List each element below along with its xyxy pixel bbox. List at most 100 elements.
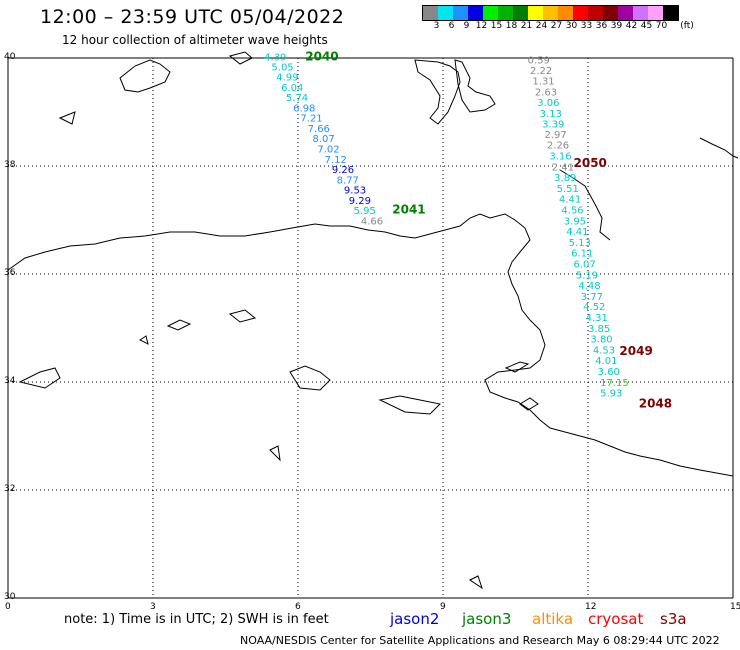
wave-height-value: 2.63 xyxy=(535,87,557,98)
scale-unit: (ft) xyxy=(680,21,694,31)
scale-swatch xyxy=(543,6,558,20)
scale-label: 9 xyxy=(463,21,470,31)
lat-tick-label: 40 xyxy=(4,52,16,62)
satellite-s3a: s3a xyxy=(660,610,687,628)
lon-tick-label: 6 xyxy=(295,602,301,612)
satellite-jason2: jason2 xyxy=(390,610,440,628)
lake-7 xyxy=(269,445,281,462)
island-ibiza xyxy=(58,111,76,125)
wave-height-value: 8.07 xyxy=(313,134,335,145)
scale-swatch xyxy=(588,6,603,20)
scale-label: 70 xyxy=(655,21,668,31)
wave-height-value: 7.66 xyxy=(308,124,330,135)
wave-height-value: 9.26 xyxy=(332,165,354,176)
wave-height-value: 5.13 xyxy=(569,238,591,249)
scale-swatch xyxy=(483,6,498,20)
scale-label: 36 xyxy=(595,21,608,31)
scale-swatch xyxy=(663,6,678,20)
wave-height-value: 5.74 xyxy=(286,93,308,104)
wave-height-value: 3.89 xyxy=(554,173,576,184)
island-menorca xyxy=(228,51,253,65)
track-id-label: 2049 xyxy=(619,344,652,358)
wave-height-value: 3.60 xyxy=(598,367,620,378)
wave-height-value: 7.21 xyxy=(300,114,322,125)
lon-tick-label: 3 xyxy=(150,602,156,612)
wave-height-value: 0.59 xyxy=(528,55,550,66)
lake-2 xyxy=(228,309,257,323)
wave-height-value: 6.04 xyxy=(281,83,303,94)
scale-label: 42 xyxy=(625,21,638,31)
scale-swatch xyxy=(603,6,618,20)
lat-tick-label: 30 xyxy=(4,592,16,602)
scale-swatch xyxy=(498,6,513,20)
scale-swatch xyxy=(423,6,438,20)
scale-swatch xyxy=(438,6,453,20)
wave-height-value: 5.93 xyxy=(600,389,622,400)
lon-tick-label: 0 xyxy=(5,602,11,612)
lake-1 xyxy=(166,319,192,331)
footer-note: note: 1) Time is in UTC; 2) SWH is in fe… xyxy=(64,612,329,627)
wave-height-value: 4.99 xyxy=(276,73,298,84)
lake-5 xyxy=(18,367,61,389)
scale-label: 15 xyxy=(490,21,503,31)
scale-swatch xyxy=(453,6,468,20)
wave-height-value: 4.56 xyxy=(561,206,583,217)
scale-label: 45 xyxy=(640,21,653,31)
satellite-altika: altika xyxy=(532,610,574,628)
lake-3 xyxy=(289,365,331,391)
lake-4 xyxy=(378,395,442,415)
map-title: 12:00 – 23:59 UTC 05/04/2022 xyxy=(40,6,345,28)
scale-label: 24 xyxy=(535,21,548,31)
scale-swatch xyxy=(573,6,588,20)
north-africa-coast xyxy=(7,213,734,477)
wave-height-value: 6.11 xyxy=(571,249,593,260)
sardinia-coast xyxy=(414,59,461,125)
wave-height-value: 4.66 xyxy=(361,216,383,227)
sicily-coast xyxy=(699,137,739,159)
satellite-cryosat: cryosat xyxy=(588,610,644,628)
track-id-label: 2041 xyxy=(392,203,425,217)
wave-height-value: 4.31 xyxy=(586,313,608,324)
wave-height-value: 5.95 xyxy=(354,206,376,217)
wave-height-value: 4.52 xyxy=(583,302,605,313)
wave-height-value: 3.06 xyxy=(537,98,559,109)
wave-height-tracks: 4.395.054.996.045.746.987.217.668.077.02… xyxy=(264,50,672,411)
lat-lon-grid xyxy=(7,57,734,599)
scale-label: 27 xyxy=(550,21,563,31)
scale-swatch xyxy=(558,6,573,20)
scale-swatch xyxy=(513,6,528,20)
wave-height-value: 6.98 xyxy=(293,103,315,114)
satellite-jason3: jason3 xyxy=(462,610,512,628)
scale-label: 21 xyxy=(520,21,533,31)
track-id-label: 2050 xyxy=(574,156,607,170)
footer-credit: NOAA/NESDIS Center for Satellite Applica… xyxy=(240,634,720,647)
scale-swatch xyxy=(618,6,633,20)
track-id-label: 2040 xyxy=(305,50,338,64)
wave-height-value: 5.05 xyxy=(271,62,293,73)
scale-swatch xyxy=(528,6,543,20)
scale-label: 12 xyxy=(475,21,488,31)
lat-tick-label: 32 xyxy=(4,484,16,494)
wave-height-value: 2.22 xyxy=(530,66,552,77)
island-mallorca xyxy=(119,59,171,93)
wave-height-value: 8.77 xyxy=(337,175,359,186)
wave-height-value: 9.29 xyxy=(349,196,371,207)
wave-height-value: 3.77 xyxy=(581,292,603,303)
scale-swatch xyxy=(648,6,663,20)
scale-label: 18 xyxy=(505,21,518,31)
color-scale-labels: 3 6 9 12 15 18 21 24 27 30 33 36 39 42 45 70 (ft) xyxy=(422,21,740,33)
wave-height-value: 9.53 xyxy=(344,186,366,197)
wave-height-value: 5.51 xyxy=(557,184,579,195)
wave-height-value: 2.26 xyxy=(547,141,569,152)
wave-height-value: 3.39 xyxy=(542,120,564,131)
wave-height-value: 3.16 xyxy=(549,152,571,163)
wave-height-value: 3.95 xyxy=(564,216,586,227)
map-subtitle: 12 hour collection of altimeter wave hei… xyxy=(62,33,328,47)
color-scale xyxy=(422,5,679,21)
wave-height-value: 7.12 xyxy=(325,155,347,166)
scale-label: 30 xyxy=(565,21,578,31)
coastline xyxy=(7,51,739,590)
wave-height-value: 5.19 xyxy=(576,270,598,281)
wave-height-value: 3.13 xyxy=(540,109,562,120)
